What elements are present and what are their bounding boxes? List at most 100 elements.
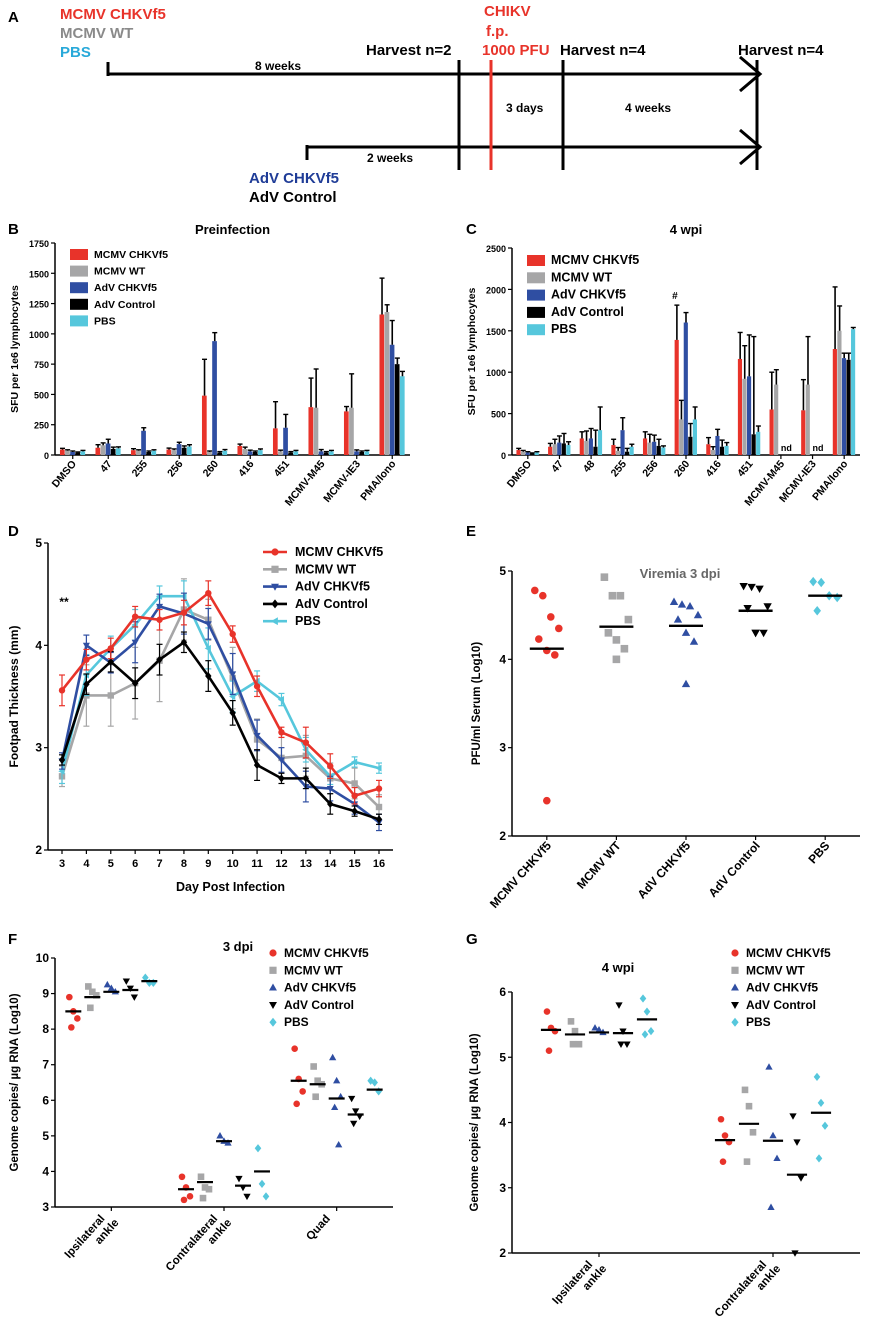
chart-e-title: Viremia 3 dpi bbox=[640, 566, 721, 581]
chart-d-point-mcmv-chkvf5 bbox=[278, 729, 285, 736]
chart-g-point-adv-control bbox=[789, 1113, 797, 1120]
chart-c-annotation-nd: nd bbox=[813, 443, 824, 453]
chart-f-point-mcmv-chkvf5 bbox=[74, 1015, 81, 1022]
chart-f-point-adv-control bbox=[130, 994, 138, 1001]
chart-d-legend-label-adv-chkvf5: AdV CHKVf5 bbox=[295, 580, 370, 594]
chart-b-bar-adv-chkvf5 bbox=[283, 427, 288, 455]
chart-f-point-pbs bbox=[150, 978, 157, 988]
chart-c-bar-pbs bbox=[597, 430, 603, 455]
chart-d-point-mcmv-chkvf5 bbox=[107, 645, 114, 652]
chart-e-point-adv-chkvf5 bbox=[677, 600, 687, 608]
chart-c-x-tick-label: 416 bbox=[703, 458, 724, 479]
interval-label-8-weeks: 8 weeks bbox=[255, 59, 301, 73]
chart-d-x-tick-label: 4 bbox=[83, 858, 90, 870]
chart-d-x-tick-label: 11 bbox=[251, 858, 263, 870]
chart-c-legend-label-pbs: PBS bbox=[551, 322, 577, 336]
chart-d-point-mcmv-wt bbox=[107, 692, 114, 699]
chart-d-point-adv-chkvf5 bbox=[156, 603, 164, 611]
chart-b-legend-label-mcmv-wt: MCMV WT bbox=[94, 266, 146, 278]
chart-e-point-mcmv-wt bbox=[616, 591, 625, 600]
panel-letter-a: A bbox=[8, 9, 19, 26]
chart-g-point-adv-control bbox=[623, 1041, 631, 1048]
chart-e-point-pbs bbox=[817, 577, 825, 588]
timeline-group-pbs: PBS bbox=[60, 44, 91, 61]
chart-c-bar-mcmv-wt bbox=[805, 384, 810, 455]
chart-b-bar-adv-chkvf5 bbox=[212, 341, 217, 455]
chart-b-legend-label-mcmv-chkvf5: MCMV CHKVf5 bbox=[94, 249, 168, 261]
chart-b-legend-swatch-adv-control bbox=[70, 298, 88, 310]
chikv-label-line1: CHIKV bbox=[484, 3, 531, 20]
chart-e-point-adv-chkvf5 bbox=[681, 679, 691, 688]
chart-b-bar-mcmv-chkvf5 bbox=[130, 450, 136, 455]
chart-c-bar-pbs bbox=[724, 445, 729, 455]
chart-b-bar-mcmv-chkvf5 bbox=[166, 449, 172, 455]
chart-f-point-adv-control bbox=[126, 985, 134, 993]
chart-e-y-tick-label: 5 bbox=[499, 564, 506, 578]
chart-b-bar-adv-control bbox=[359, 451, 365, 455]
chart-b-y-tick-label: 0 bbox=[44, 451, 49, 461]
chart-c-bar-mcmv-chkvf5 bbox=[611, 445, 616, 455]
chart-g-point-pbs bbox=[813, 1072, 821, 1081]
chart-c-bar-pbs bbox=[661, 447, 666, 455]
chart-c-legend-label-mcmv-chkvf5: MCMV CHKVf5 bbox=[551, 253, 639, 267]
chart-e-point-adv-chkvf5 bbox=[689, 637, 699, 645]
chart-g-legend-marker-mcmv-chkvf5 bbox=[731, 949, 739, 957]
chart-e-point-mcmv-chkvf5 bbox=[555, 624, 563, 633]
chart-c-y-tick-label: 0 bbox=[501, 451, 506, 461]
chart-g-point-mcmv-wt bbox=[743, 1158, 751, 1165]
chart-c-bar-pbs bbox=[534, 452, 539, 455]
chart-d-point-adv-chkvf5 bbox=[277, 757, 285, 764]
chart-d-point-adv-control bbox=[278, 774, 285, 783]
chart-b-bar-mcmv-wt bbox=[207, 451, 212, 455]
chart-b-bar-mcmv-wt bbox=[136, 450, 141, 455]
chart-f-point-mcmv-chkvf5 bbox=[293, 1100, 300, 1108]
chart-c-bar-mcmv-chkvf5 bbox=[737, 358, 743, 455]
chart-g-legend-label-adv-chkvf5: AdV CHKVf5 bbox=[746, 981, 818, 995]
chart-b-bar-adv-chkvf5 bbox=[318, 451, 324, 455]
chart-d-footpad: 2 3 4 5 Footpad Thickness (mm) 3 4 5 6 7 8 9 10 11 12 1… bbox=[7, 536, 393, 894]
chart-g-point-mcmv-chkvf5 bbox=[717, 1115, 725, 1123]
chart-c-bar-mcmv-chkvf5 bbox=[769, 409, 774, 455]
chart-d-legend-marker-mcmv-chkvf5 bbox=[271, 548, 279, 556]
chart-g-point-adv-chkvf5 bbox=[767, 1203, 775, 1210]
chart-d-point-adv-control bbox=[131, 679, 139, 688]
chart-e-point-pbs bbox=[813, 606, 821, 616]
chart-c-bar-mcmv-chkvf5 bbox=[801, 410, 806, 455]
chart-b-preinfection: Preinfection 0 250 500 750 1000 1250 1500 1750 SF… bbox=[9, 222, 410, 508]
chart-b-y-tick-label: 500 bbox=[34, 390, 49, 400]
panel-letter-e: E bbox=[466, 523, 476, 540]
chart-c-bar-adv-chkvf5 bbox=[557, 442, 562, 455]
chart-d-x-tick-label: 3 bbox=[59, 858, 65, 870]
chart-g-point-mcmv-wt bbox=[567, 1018, 575, 1025]
chart-c-bar-mcmv-wt bbox=[837, 330, 842, 455]
chart-b-bar-pbs bbox=[80, 451, 86, 455]
chart-b-bar-mcmv-wt bbox=[242, 448, 248, 455]
chart-b-bar-mcmv-chkvf5 bbox=[308, 407, 314, 455]
chart-c-bar-adv-control bbox=[561, 443, 566, 455]
chart-c-bar-mcmv-wt bbox=[615, 450, 621, 455]
chart-g-point-mcmv-wt bbox=[741, 1086, 749, 1094]
chart-d-legend-marker-adv-chkvf5 bbox=[271, 583, 279, 591]
chart-e-point-mcmv-chkvf5 bbox=[539, 591, 547, 600]
chart-d-point-mcmv-chkvf5 bbox=[205, 589, 212, 597]
chart-f-point-mcmv-wt bbox=[312, 1093, 319, 1101]
chart-f-x-tick-label: Quad bbox=[304, 1213, 333, 1243]
chart-d-point-adv-chkvf5 bbox=[131, 639, 139, 646]
chart-f-legend-label-adv-chkvf5: AdV CHKVf5 bbox=[284, 981, 356, 995]
chart-g-legend-marker-mcmv-wt bbox=[731, 966, 739, 974]
chart-b-bar-mcmv-chkvf5 bbox=[379, 314, 385, 455]
chart-e-x-tick-label: PBS bbox=[806, 839, 833, 867]
chart-f-point-mcmv-wt bbox=[89, 988, 96, 996]
chart-c-bar-adv-control bbox=[625, 451, 630, 455]
chart-c-y-tick-label: 1000 bbox=[486, 368, 506, 378]
chart-f-legend-marker-adv-control bbox=[269, 1002, 277, 1010]
chart-d-x-tick-label: 14 bbox=[324, 858, 337, 870]
panel-letter-b: B bbox=[8, 221, 19, 238]
chart-b-y-tick-label: 750 bbox=[34, 360, 49, 370]
chart-b-bar-adv-control bbox=[217, 452, 223, 455]
chart-d-point-adv-control bbox=[156, 655, 163, 664]
chart-d-point-mcmv-wt bbox=[375, 803, 383, 811]
chart-b-bar-pbs bbox=[186, 446, 192, 455]
chart-c-bar-adv-control bbox=[530, 453, 535, 455]
chart-g-legend-label-mcmv-chkvf5: MCMV CHKVf5 bbox=[746, 946, 831, 960]
